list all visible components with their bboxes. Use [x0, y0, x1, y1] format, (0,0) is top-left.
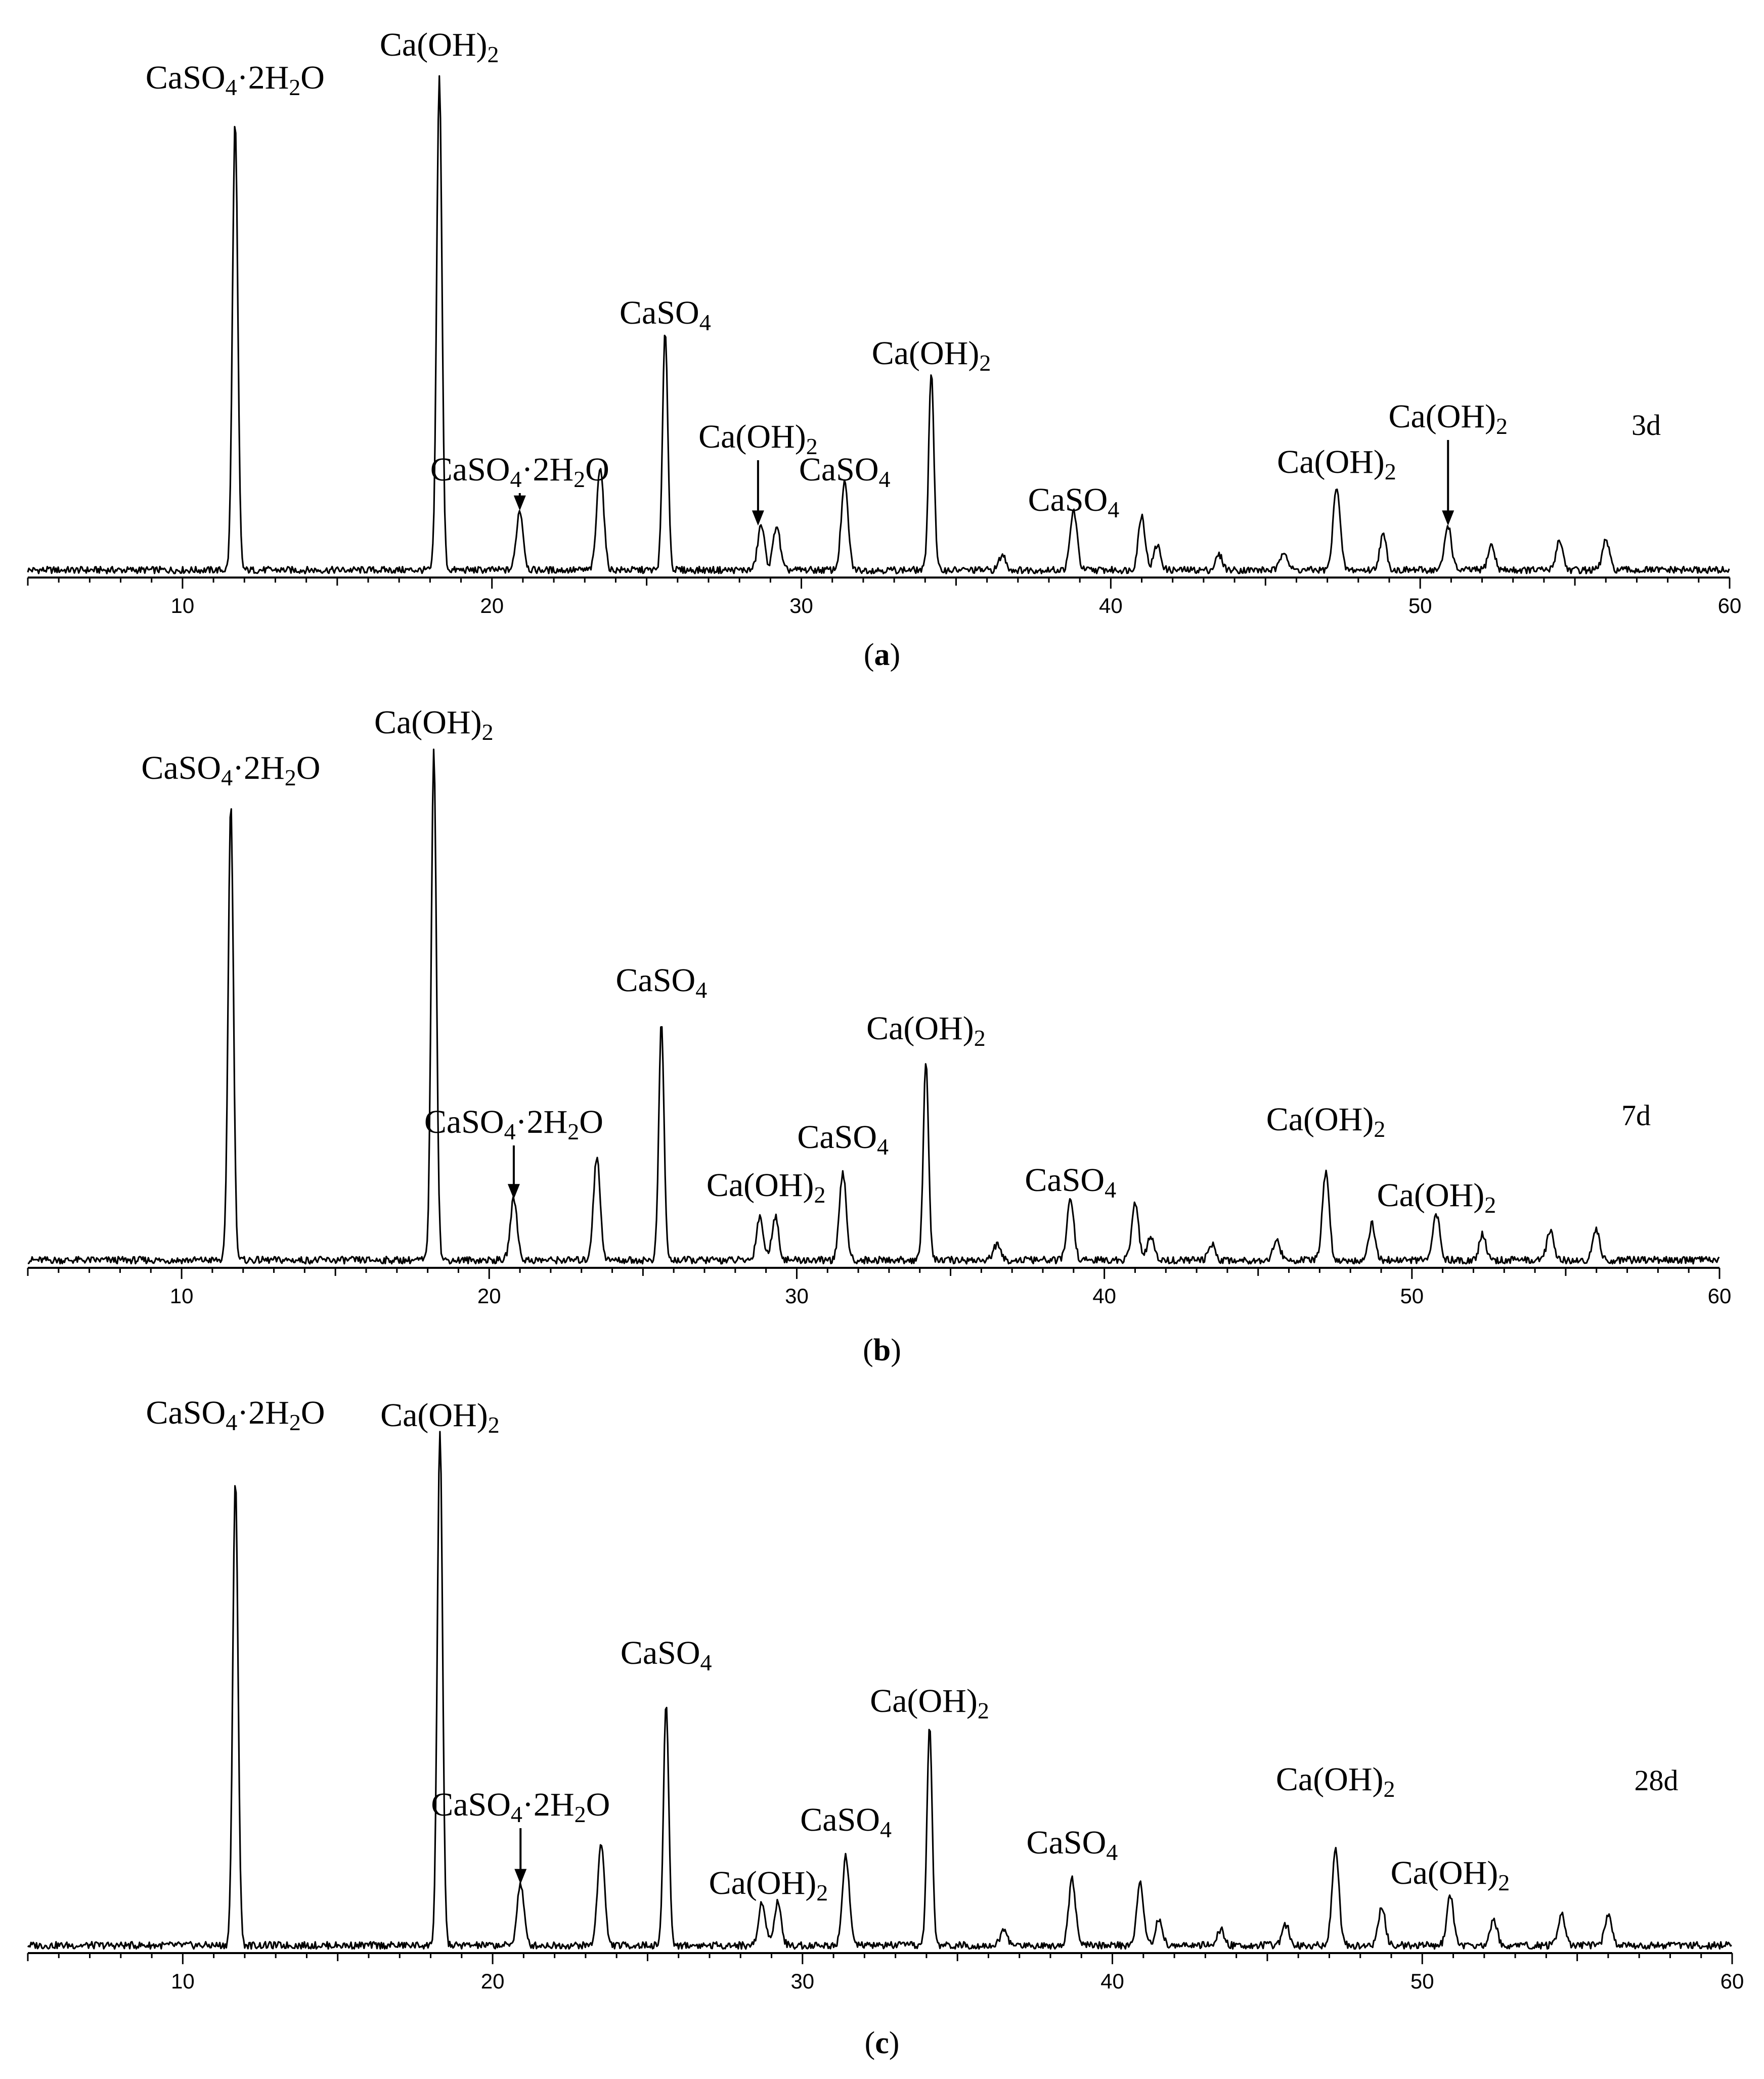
- peak-label: CaSO4·2H2O: [146, 59, 325, 100]
- peak-label: Ca(OH)2: [707, 1167, 826, 1208]
- x-tick-label: 30: [785, 1284, 809, 1308]
- peak-label: CaSO4: [621, 1634, 712, 1675]
- peak-label: Ca(OH)2: [1388, 398, 1508, 439]
- peak-label: CaSO4·2H2O: [141, 749, 320, 790]
- xrd-panel-1: 10 20 30 40 50 60 CaSO4·2H2O Ca(OH)2 CaSO4·2H2O C…: [27, 26, 1742, 672]
- arrow-head-icon: [507, 1184, 520, 1200]
- peak-label: Ca(OH)2: [1391, 1854, 1510, 1895]
- x-tick-label: 60: [1718, 594, 1742, 617]
- peak-label: CaSO4·2H2O: [431, 1786, 610, 1827]
- peak-label: Ca(OH)2: [872, 335, 991, 376]
- peak-label: Ca(OH)2: [380, 26, 499, 67]
- peak-label: Ca(OH)2: [1377, 1177, 1496, 1218]
- arrow-head-icon: [514, 1869, 527, 1884]
- x-tick-label: 50: [1408, 594, 1432, 617]
- x-tick-label: 50: [1400, 1284, 1424, 1308]
- peak-label: CaSO4: [1027, 1824, 1118, 1865]
- peak-label: CaSO4: [800, 1801, 892, 1842]
- peak-label: Ca(OH)2: [870, 1683, 989, 1723]
- peak-label: CaSO4: [620, 294, 711, 335]
- x-tick-label: 40: [1092, 1284, 1116, 1308]
- panel-caption: (a): [864, 638, 900, 672]
- peak-label: Ca(OH)2: [374, 704, 494, 745]
- x-tick-label: 20: [480, 594, 504, 617]
- x-tick-label: 10: [170, 1284, 194, 1308]
- arrow-head-icon: [1442, 510, 1454, 526]
- x-tick-label: 10: [171, 594, 195, 617]
- x-tick-label: 60: [1721, 1969, 1744, 1993]
- peak-label: CaSO4: [1028, 481, 1120, 522]
- x-tick-label: 20: [481, 1969, 505, 1993]
- peak-label: CaSO4: [1025, 1162, 1116, 1203]
- xrd-panel-2: 10 20 30 40 50 60 CaSO4·2H2O Ca(OH)2 CaSO4·2H2O C…: [27, 704, 1732, 1367]
- sample-age-label: 3d: [1631, 409, 1661, 441]
- x-tick-label: 30: [790, 1969, 814, 1993]
- peak-label: CaSO4·2H2O: [146, 1394, 325, 1435]
- peak-label: Ca(OH)2: [698, 418, 818, 459]
- peak-label: Ca(OH)2: [1266, 1101, 1386, 1142]
- xrd-trace: [27, 1431, 1732, 1950]
- sample-age-label: 28d: [1635, 1764, 1679, 1797]
- peak-label: CaSO4: [799, 451, 891, 492]
- x-tick-label: 10: [171, 1969, 195, 1993]
- arrow-head-icon: [513, 495, 526, 511]
- x-tick-label: 60: [1708, 1284, 1732, 1308]
- x-tick-label: 50: [1410, 1969, 1434, 1993]
- x-tick-label: 20: [477, 1284, 501, 1308]
- peak-label: Ca(OH)2: [1276, 1761, 1395, 1802]
- peak-label: Ca(OH)2: [866, 1010, 986, 1051]
- peak-label: CaSO4: [616, 962, 708, 1003]
- x-tick-label: 40: [1099, 594, 1123, 617]
- panel-caption: (c): [865, 2026, 900, 2060]
- xrd-trace: [27, 75, 1730, 574]
- peak-label: CaSO4·2H2O: [424, 1103, 603, 1144]
- sample-age-label: 7d: [1621, 1099, 1651, 1132]
- xrd-panel-3: 10 20 30 40 50 60 CaSO4·2H2O Ca(OH)2 CaSO4·2H2O C…: [27, 1394, 1744, 2060]
- peak-label: Ca(OH)2: [1277, 444, 1396, 484]
- x-tick-label: 30: [789, 594, 813, 617]
- xrd-trace: [27, 748, 1720, 1265]
- peak-label: CaSO4·2H2O: [430, 451, 609, 492]
- panel-caption: (b): [863, 1333, 901, 1367]
- arrow-head-icon: [752, 510, 764, 526]
- x-tick-label: 40: [1100, 1969, 1124, 1993]
- peak-label: Ca(OH)2: [709, 1865, 828, 1906]
- peak-label: Ca(OH)2: [380, 1397, 500, 1438]
- peak-label: CaSO4: [797, 1119, 889, 1160]
